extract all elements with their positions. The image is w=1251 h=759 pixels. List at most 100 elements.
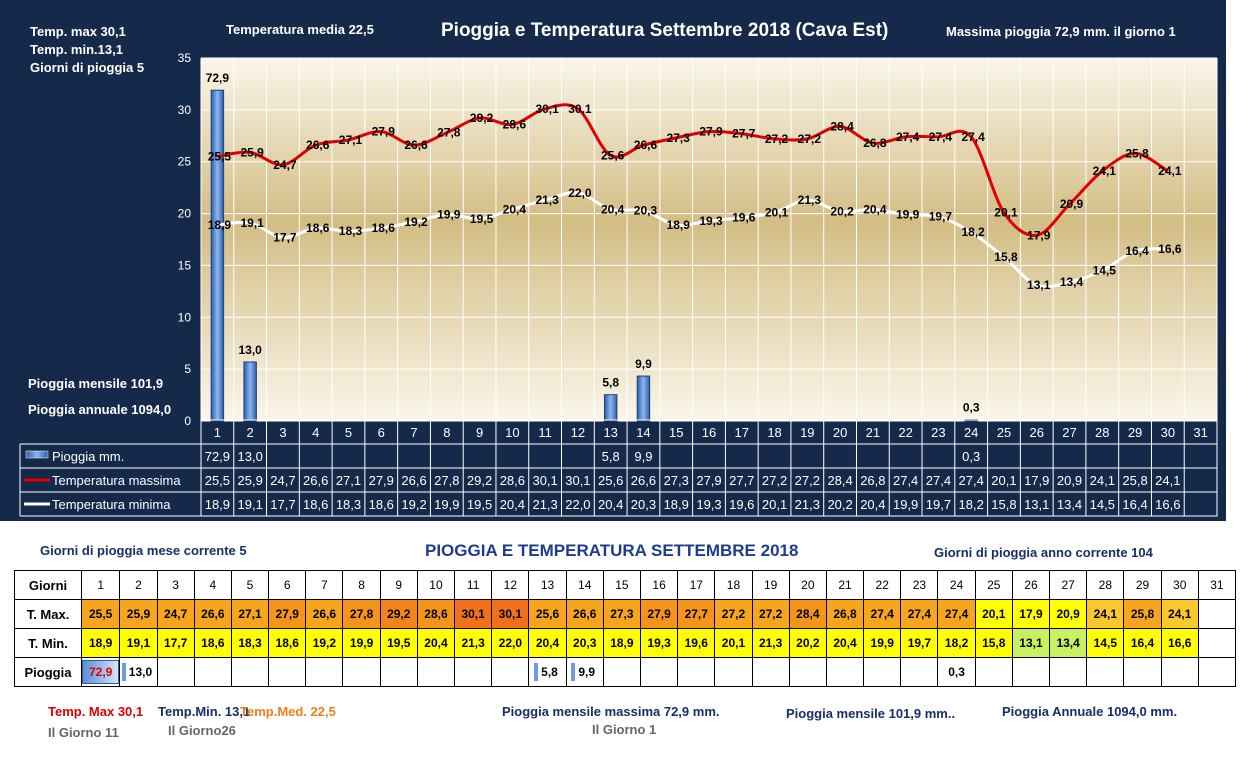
- rain-days-stat: Giorni di pioggia 5: [30, 60, 145, 75]
- data-table: 1 2 3 4 5 6 7 8 9 10 11 12 13 14 15 16 17 18 19 20 21 22 23 24 2…: [19, 419, 1218, 517]
- table-cell: [156, 657, 195, 687]
- table-cell: [230, 657, 270, 687]
- temp-max-label: 17,9: [1027, 228, 1051, 242]
- table-cell: 26: [1011, 570, 1051, 600]
- table-value: 27,8: [434, 473, 459, 488]
- temp-min-label: 13,1: [1027, 278, 1051, 292]
- table-cell: 26,6: [565, 599, 604, 629]
- rain-bar: [210, 89, 225, 422]
- table-cell: 0,3: [937, 657, 976, 687]
- table-value: 27,2: [795, 473, 820, 488]
- temp-max-label: 27,4: [929, 130, 953, 144]
- rain-bar: [243, 361, 257, 422]
- y-right-tick-label: 20: [1235, 323, 1249, 337]
- table-value: 27,4: [926, 473, 951, 488]
- temp-min-label: 19,1: [240, 216, 264, 230]
- temp-min-label: 16,4: [1125, 244, 1149, 258]
- days-row: Giorni 1 2 3 4 5 6 7 8 9 10 11 12 13 14 15 16 17 18 19 20 21 2…: [14, 570, 1236, 600]
- temp-min-line: [217, 191, 1168, 289]
- table-cell: 18,9: [80, 628, 121, 658]
- table-value: 18,9: [205, 497, 230, 512]
- table-value: 18,6: [369, 497, 394, 512]
- temp-max-label: 27,4: [896, 130, 920, 144]
- table-cell: 19,2: [305, 628, 344, 658]
- y-right-tick-label: 70: [1235, 96, 1249, 110]
- rain-row: Pioggia 72,9 13,0 5,8 9,9 0,3: [14, 657, 1236, 687]
- temp-min-label: 19,6: [732, 211, 756, 225]
- table-cell: 27,9: [639, 599, 679, 629]
- table-value: 25,6: [598, 473, 623, 488]
- temp-max-label: 24,1: [1158, 164, 1182, 178]
- table-value: 20,4: [500, 497, 525, 512]
- temp-min-label: 13,4: [1060, 275, 1084, 289]
- legend-rain-swatch: [25, 450, 49, 459]
- y-right-tick-label: 60: [1235, 142, 1249, 156]
- temp-max-label: 25,5: [208, 150, 232, 164]
- rain-bar: [603, 394, 618, 422]
- annual-rain-stat: Pioggia annuale 1094,0: [28, 402, 172, 417]
- temp-min-label: 14,5: [1093, 264, 1117, 278]
- table-cell: 21,3: [454, 628, 493, 658]
- rain-bar-label: 72,9: [206, 71, 230, 85]
- x-tick-label: 16: [702, 425, 716, 440]
- footer-rain-max-day: Il Giorno 1: [592, 722, 657, 737]
- table-cell: 22,0: [491, 628, 530, 658]
- rain-bar-label: 0,3: [963, 401, 980, 415]
- temp-max-label: 20,1: [994, 206, 1018, 220]
- table-value: 13,0: [238, 449, 263, 464]
- temp-min-label: 22,0: [568, 186, 592, 200]
- temp-min-label: 18,9: [667, 218, 691, 232]
- temp-max-label: 24,7: [273, 158, 297, 172]
- temp-min-label: 21,3: [798, 193, 822, 207]
- table-value: 27,1: [336, 473, 361, 488]
- table-value: 20,3: [631, 497, 656, 512]
- legend-series-name: Pioggia mm.: [52, 449, 124, 464]
- legend-series-name: Temperatura massima: [52, 473, 181, 488]
- table-cell: 27: [1049, 570, 1088, 600]
- table-value: 27,4: [893, 473, 918, 488]
- table-cell: [825, 657, 865, 687]
- x-tick-label: 20: [833, 425, 847, 440]
- table-cell: 2: [119, 570, 158, 600]
- rain-value: 5,8: [534, 663, 561, 681]
- rain-value: 0,3: [948, 665, 965, 679]
- table-cell: [974, 657, 1013, 687]
- table-cell: 25,9: [119, 599, 158, 629]
- table-cell: 5: [230, 570, 270, 600]
- table-cell: 24,1: [1086, 599, 1125, 629]
- temp-min-label: 15,8: [994, 250, 1018, 264]
- table-cell: 25,6: [528, 599, 567, 629]
- table-value: 19,7: [926, 497, 951, 512]
- table-value: 17,7: [270, 497, 295, 512]
- table-cell: 28: [1086, 570, 1125, 600]
- y-right-tick-label: 10: [1235, 369, 1249, 383]
- table-cell: 10: [416, 570, 456, 600]
- table-value: 19,6: [729, 497, 754, 512]
- table-cell: [1086, 657, 1125, 687]
- x-tick-label: 29: [1128, 425, 1142, 440]
- rain-temperature-chart: 051015202530350102030405060708072,913,05…: [19, 51, 1249, 517]
- x-tick-label: 28: [1095, 425, 1109, 440]
- row-header: T. Max.: [14, 599, 82, 629]
- temp-max-label: 27,9: [699, 125, 723, 139]
- table-value: 24,7: [270, 473, 295, 488]
- temp-max-label: 20,9: [1060, 197, 1084, 211]
- temp-min-label: 19,9: [896, 208, 920, 222]
- table-cell: 27,1: [230, 599, 270, 629]
- table-cell: 16,4: [1123, 628, 1162, 658]
- temp-max-stat: Temp. max 30,1: [30, 24, 126, 39]
- y-right-tick-label: 50: [1235, 187, 1249, 201]
- temp-max-label: 29,2: [470, 111, 494, 125]
- temp-min-label: 20,1: [765, 206, 789, 220]
- temp-max-label: 27,2: [798, 132, 822, 146]
- table-cell: 18,9: [602, 628, 641, 658]
- table-cell: 17,9: [1011, 599, 1051, 629]
- footer-temp-med: Temp.Med. 22,5: [240, 704, 336, 719]
- table-value: 27,4: [959, 473, 984, 488]
- table-value: 20,9: [1057, 473, 1082, 488]
- summary-table: Giorni 1 2 3 4 5 6 7 8 9 10 11 12 13 14 15 16 17 18 19 20 21 2…: [14, 570, 1236, 687]
- rain-value: 9,9: [571, 663, 598, 681]
- footer-temp-max-day: Il Giorno 11: [48, 725, 119, 740]
- table-cell: 21,3: [751, 628, 790, 658]
- table-cell: [305, 657, 344, 687]
